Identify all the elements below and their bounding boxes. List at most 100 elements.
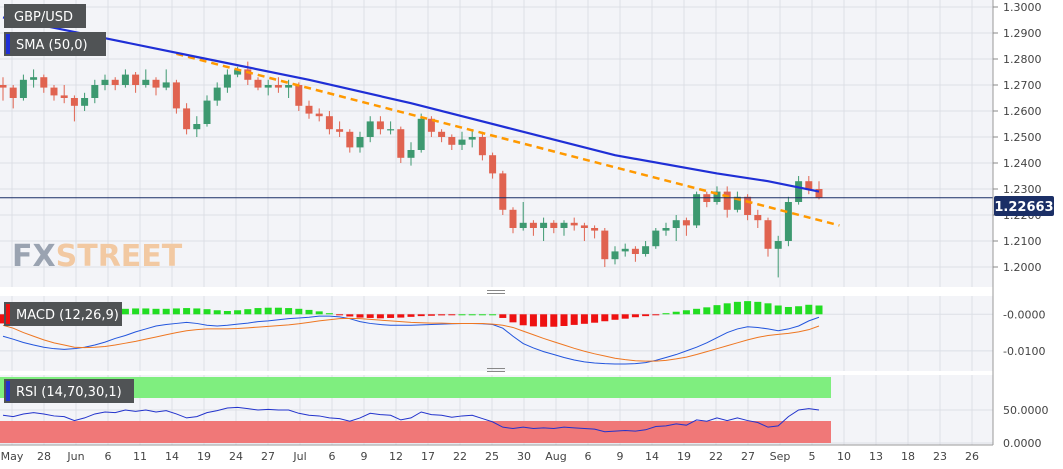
candle-body (162, 82, 170, 88)
candle-body (550, 222, 558, 228)
macd-histogram-bar (325, 313, 333, 315)
candle-body (723, 191, 731, 210)
candle-body (193, 124, 201, 130)
macd-histogram-bar (601, 314, 609, 322)
candle (376, 116, 384, 135)
x-tick-label: 14 (645, 450, 659, 463)
pane-divider[interactable] (0, 371, 993, 375)
x-tick-label: 12 (389, 450, 403, 463)
candle (193, 116, 201, 137)
candle-body (346, 131, 354, 148)
candle-body (172, 82, 180, 109)
candle (754, 209, 762, 228)
candle (652, 228, 660, 249)
candle-body (693, 194, 701, 226)
candle (19, 74, 27, 101)
candle-body (478, 137, 486, 156)
candle-body (315, 113, 323, 117)
macd-histogram-bar (621, 314, 629, 319)
macd-histogram-bar (478, 314, 486, 316)
macd-line (2, 315, 820, 365)
candle (397, 126, 405, 163)
candle-body (795, 181, 803, 202)
candle (631, 246, 639, 262)
candle (264, 79, 272, 96)
drag-handle-icon[interactable] (487, 371, 505, 372)
candle-body (387, 129, 395, 131)
macd-histogram-bar (193, 308, 201, 315)
candle-body (40, 77, 48, 88)
macd-histogram-bar (652, 314, 660, 316)
candle-body (580, 225, 588, 228)
candle-body (142, 79, 150, 85)
candle-body (376, 121, 384, 130)
candle-body (274, 85, 282, 88)
candle (70, 95, 78, 122)
x-tick-label: 27 (741, 450, 755, 463)
candle-body (254, 79, 262, 88)
y-tick-label: 1.2900 (1003, 27, 1042, 40)
macd-histogram-bar (356, 314, 364, 318)
candle-body (611, 251, 619, 260)
rsi-overbought-zone (0, 377, 831, 398)
candle-body (366, 121, 374, 137)
macd-histogram-bar (815, 305, 823, 315)
x-axis-ticks: May 28 Jun 6 11 14 19 24 27 Jul 6 9 12 17 22 25 30 Aug 6 9 1… (1, 450, 979, 463)
macd-histogram-bar (591, 314, 599, 323)
candle (0, 77, 7, 101)
macd-histogram-bar (285, 308, 293, 315)
macd-histogram-bar (733, 301, 741, 315)
sma-label-box[interactable] (4, 32, 106, 56)
y-tick-label: 1.2800 (1003, 53, 1042, 66)
candle-body (244, 69, 252, 80)
candle-body (519, 222, 527, 228)
candle-body (733, 196, 741, 210)
x-tick-label: 10 (837, 450, 851, 463)
symbol-label-box[interactable] (4, 4, 86, 28)
macd-histogram-bar (509, 314, 517, 323)
macd-histogram-bar (132, 308, 140, 315)
drag-handle-icon[interactable] (487, 368, 505, 369)
macd-histogram-bar (315, 311, 323, 315)
drag-handle-icon[interactable] (487, 290, 505, 291)
candle-body (448, 137, 456, 145)
macd-histogram-bar (754, 301, 762, 315)
rsi-label-box[interactable] (4, 379, 134, 403)
rsi-oversold-zone (0, 421, 831, 443)
macd-histogram-bar (723, 303, 731, 315)
candle-body (631, 248, 639, 254)
x-tick-label: 30 (517, 450, 531, 463)
x-tick-label: 6 (105, 450, 112, 463)
candle-body (111, 79, 119, 85)
macd-histogram-bar (499, 314, 507, 318)
candle (591, 225, 599, 239)
candle (621, 243, 629, 257)
candle-body (805, 181, 813, 189)
pane-divider[interactable] (0, 287, 993, 296)
candle-body (570, 222, 578, 226)
candle (570, 217, 578, 231)
macd-histogram-bar (489, 314, 497, 316)
macd-label-box[interactable] (4, 302, 122, 326)
candle (50, 85, 58, 101)
macd-histogram-bar (458, 314, 466, 316)
macd-histogram-bar (121, 308, 129, 315)
candle (438, 129, 446, 143)
candle-body (427, 118, 435, 132)
x-tick-label: 26 (965, 450, 979, 463)
macd-histogram-bar (468, 314, 476, 316)
candle-body (713, 191, 721, 202)
candle-body (529, 222, 537, 228)
candle (550, 220, 558, 234)
macd-tick-label: -0.0000 (1003, 308, 1045, 321)
sma-label: SMA (50,0) (16, 38, 88, 53)
candle (387, 121, 395, 135)
x-tick-label: 18 (901, 450, 915, 463)
candle-body (183, 108, 191, 130)
macd-histogram-bar (540, 314, 548, 327)
macd-histogram-bar (703, 307, 711, 315)
drag-handle-icon[interactable] (487, 293, 505, 294)
macd-histogram-bar (264, 307, 272, 315)
macd-histogram-bar (244, 309, 252, 315)
